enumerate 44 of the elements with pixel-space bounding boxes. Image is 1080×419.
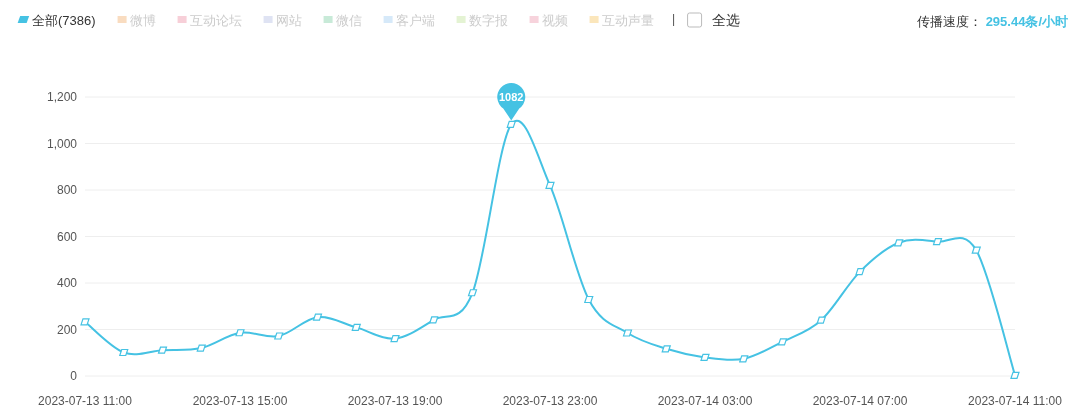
point [1010, 371, 1020, 379]
x-tick-label: 2023-07-13 15:00 [192, 394, 288, 408]
point [700, 353, 710, 361]
point [584, 295, 594, 304]
y-tick-label: 200 [56, 322, 78, 337]
y-tick-label: 400 [56, 276, 78, 290]
text: 传播速度： [916, 14, 982, 29]
annotation: 1082 [499, 91, 524, 104]
point [429, 316, 439, 324]
x-tick-label: 2023-07-13 19:00 [347, 394, 443, 408]
y-tick-label: 1,000 [46, 136, 78, 151]
point [506, 120, 516, 129]
x-tick-label: 2023-07-13 11:00 [38, 394, 133, 408]
point [622, 329, 633, 337]
legend-label: 全部(7386) [32, 13, 96, 28]
x-tick-label: 2023-07-14 11:00 [968, 394, 1063, 408]
point [274, 332, 284, 340]
point [351, 323, 361, 332]
point [235, 329, 245, 337]
x-tick-label: 2023-07-14 07:00 [812, 394, 908, 408]
y-tick-label: 0 [70, 369, 78, 383]
point [312, 313, 323, 321]
point [157, 346, 168, 354]
text: 全选 [711, 12, 740, 28]
y-tick-label: 600 [56, 229, 78, 244]
x-tick-label: 2023-07-14 03:00 [657, 394, 753, 408]
text: 295.44条/小时 [985, 14, 1068, 29]
point [932, 238, 943, 246]
point [80, 318, 90, 326]
y-tick-label: 1,200 [46, 90, 78, 104]
point [467, 289, 478, 297]
point [855, 268, 865, 276]
point [816, 316, 826, 324]
point [661, 345, 671, 353]
point [894, 239, 904, 247]
point [119, 348, 129, 357]
y-tick-label: 800 [56, 183, 78, 197]
point [545, 181, 555, 189]
point [971, 246, 981, 254]
point [739, 355, 749, 363]
x-tick-label: 2023-07-13 23:00 [502, 394, 598, 408]
point [777, 338, 788, 346]
point [196, 344, 206, 352]
point [390, 334, 400, 343]
